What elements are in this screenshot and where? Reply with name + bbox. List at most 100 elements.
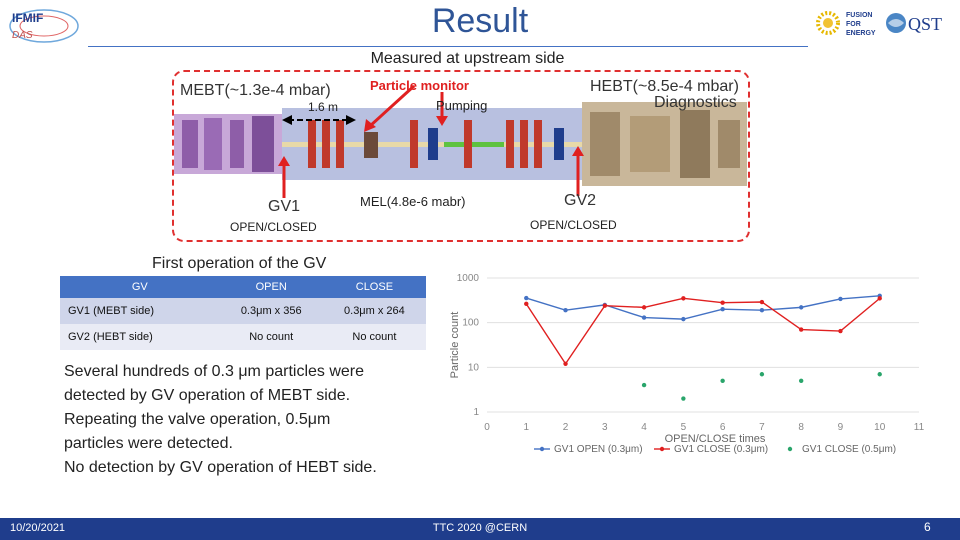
data-point (524, 301, 529, 307)
y-tick-label: 10 (468, 362, 480, 373)
footer-conference: TTC 2020 @CERN (432, 522, 528, 534)
gv2-state-label: OPEN/CLOSED (530, 218, 617, 232)
particle-monitor-arrow (364, 84, 416, 132)
cell-gv: GV1 (MEBT side) (60, 298, 220, 324)
fusion-sun-icon (816, 11, 840, 35)
table-caption: First operation of the GV (152, 255, 327, 272)
y-tick-label: 1000 (457, 273, 480, 284)
data-point (524, 295, 529, 301)
x-tick-label: 7 (759, 422, 765, 433)
data-point (681, 316, 686, 322)
body-line: No detection by GV operation of HEBT sid… (64, 459, 377, 476)
footer-bar (0, 518, 960, 540)
distance-label: 1.6 m (308, 100, 339, 114)
x-tick-label: 8 (798, 422, 804, 433)
data-point (838, 296, 843, 302)
qst-globe-icon (886, 13, 906, 33)
x-tick-label: 2 (563, 422, 569, 433)
legend-marker (787, 446, 793, 452)
data-point (798, 327, 804, 332)
data-point (759, 299, 765, 305)
qst-logo: FUSION FOR ENERGY QST (816, 11, 942, 37)
y-tick-label: 1 (473, 407, 479, 418)
fusion-text: FUSION (846, 12, 872, 19)
data-point (877, 296, 882, 301)
cell-open: 0.3μm x 356 (219, 298, 323, 324)
legend-entry: GV1 CLOSE (0.3μm) (674, 444, 768, 455)
data-point (681, 296, 686, 301)
x-tick-label: 11 (914, 422, 925, 433)
data-point (563, 308, 568, 313)
x-tick-label: 6 (720, 422, 726, 433)
x-tick-label: 4 (641, 422, 647, 433)
gv1-arrow (278, 156, 290, 198)
gv1-label: GV1 (268, 198, 301, 215)
data-point (838, 328, 843, 334)
x-tick-label: 10 (874, 422, 886, 433)
cell-close: 0.3μm x 264 (322, 298, 426, 324)
page-number: 6 (924, 520, 931, 534)
legend-marker (659, 446, 665, 452)
diagnostics-label: Diagnostics (654, 94, 737, 111)
data-point (759, 308, 765, 313)
header-open: OPEN (219, 276, 323, 298)
body-line: Several hundreds of 0.3 μm particles wer… (64, 363, 365, 380)
pumping-arrow (436, 92, 448, 126)
body-line: Repeating the valve operation, 0.5μm (64, 411, 331, 428)
header-close: CLOSE (322, 276, 426, 298)
gv1-state-label: OPEN/CLOSED (230, 220, 317, 234)
data-point (798, 305, 804, 310)
data-point (563, 361, 568, 366)
x-axis-label: OPEN/CLOSE times (665, 433, 766, 445)
x-tick-label: 3 (602, 422, 608, 433)
y-axis-label: Particle count (449, 312, 461, 379)
pumping-label: Pumping (436, 98, 488, 113)
data-point (720, 300, 725, 305)
data-point (798, 378, 804, 383)
x-tick-label: 9 (838, 422, 844, 433)
table-row: GV1 (MEBT side) 0.3μm x 356 0.3μm x 264 (60, 298, 426, 324)
table-row: GV2 (HEBT side) No count No count (60, 324, 426, 350)
gv2-label: GV2 (564, 192, 597, 209)
distance-arrow (282, 115, 356, 125)
data-point (602, 303, 608, 308)
qst-text: QST (908, 14, 942, 34)
series-line (526, 295, 880, 320)
cell-gv: GV2 (HEBT side) (60, 324, 220, 350)
legend-entry: GV1 CLOSE (0.5μm) (802, 444, 896, 455)
svg-text:DAS: DAS (12, 30, 33, 41)
gv-table: GV OPEN CLOSE GV1 (MEBT side) 0.3μm x 35… (60, 276, 426, 350)
hebt-label: HEBT(~8.5e-4 mbar) (590, 78, 739, 95)
cell-close: No count (322, 324, 426, 350)
x-tick-label: 0 (484, 422, 490, 433)
data-point (681, 396, 686, 401)
footer-date: 10/20/2021 (10, 522, 66, 534)
gv2-arrow (572, 146, 584, 196)
data-point (641, 382, 647, 388)
beamline-diagram: MEBT(~1.3e-4 mbar) HEBT(~8.5e-4 mbar) Di… (172, 70, 750, 242)
series-line (525, 297, 881, 366)
for-text: FOR (846, 21, 861, 28)
beamline-drawing (174, 84, 747, 198)
data-point (759, 372, 765, 377)
page-title: Result (431, 2, 529, 40)
legend-entry: GV1 OPEN (0.3μm) (554, 444, 643, 455)
legend-marker (539, 446, 545, 452)
particle-monitor-label: Particle monitor (370, 78, 469, 93)
body-line: particles were detected. (64, 435, 233, 452)
cell-open: No count (219, 324, 323, 350)
data-point (877, 372, 882, 377)
ifmif-logo: IFMIF DAS (9, 9, 79, 43)
body-text: Several hundreds of 0.3 μm particles wer… (64, 360, 444, 480)
x-tick-label: 1 (523, 422, 529, 433)
title-divider (88, 46, 808, 47)
table-header-row: GV OPEN CLOSE (60, 276, 426, 298)
data-point (641, 305, 647, 310)
data-point (720, 307, 725, 312)
ifmif-logo-text: IFMIF (12, 11, 43, 25)
y-tick-label: 100 (462, 318, 479, 329)
data-point (641, 315, 647, 320)
data-point (720, 378, 725, 383)
